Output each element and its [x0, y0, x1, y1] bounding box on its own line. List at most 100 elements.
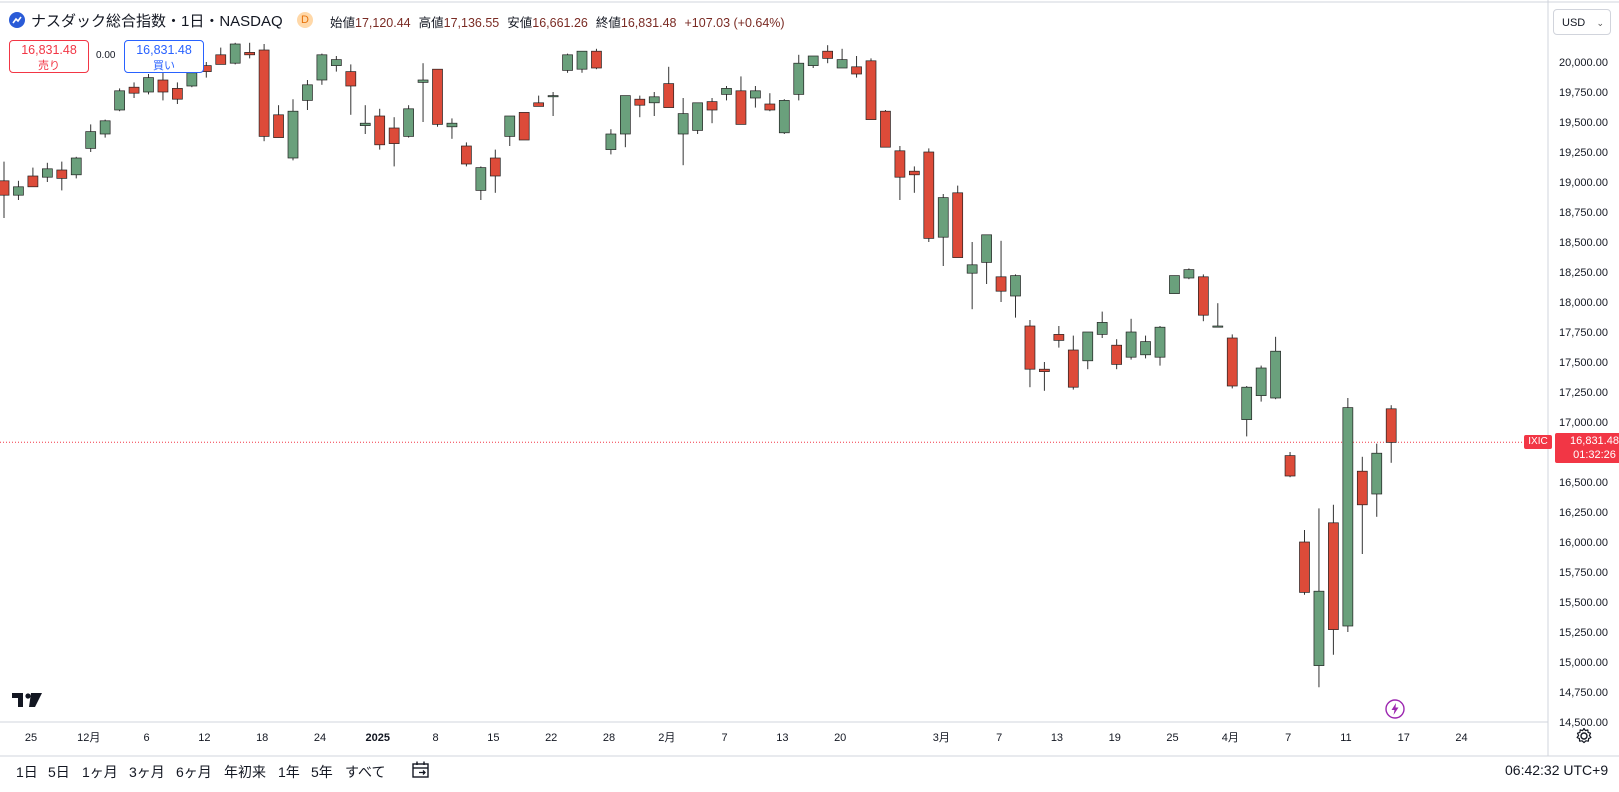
candle-body-down: [345, 71, 357, 87]
candle-body-up: [1010, 275, 1021, 297]
candle: [1342, 398, 1354, 632]
candle-body-up: [331, 59, 342, 66]
candle: [966, 242, 978, 310]
candle: [128, 82, 140, 98]
timeframe-5d[interactable]: 5日: [48, 764, 70, 780]
candle-body-up: [1371, 452, 1383, 495]
ohlc-legend: 始値17,120.44 高値17,136.55 安値16,661.26 終値16,83…: [330, 12, 785, 31]
candle-body-up: [1212, 325, 1224, 328]
candle: [331, 56, 342, 72]
timeframe-1y[interactable]: 1年: [278, 764, 300, 780]
candle: [1053, 326, 1065, 348]
candle-body-up: [981, 234, 992, 263]
timeframe-ytd[interactable]: 年初来: [224, 764, 266, 780]
candle: [1284, 452, 1296, 478]
candle: [143, 74, 154, 95]
timeframe-all[interactable]: すべて: [345, 764, 386, 780]
candle: [273, 105, 284, 138]
candle: [1385, 405, 1397, 463]
candle-body-down: [995, 276, 1007, 292]
candle-body-down: [128, 86, 140, 94]
candle-body-down: [374, 115, 386, 146]
candle-body-down: [908, 170, 920, 176]
candle-body-up: [807, 55, 819, 66]
candle-body-down: [894, 150, 906, 178]
timeframe-1d[interactable]: 1日: [16, 764, 38, 780]
gear-icon[interactable]: [1575, 727, 1593, 745]
candle-body-down: [1067, 349, 1079, 388]
candle-body-down: [533, 102, 545, 107]
candle-body-up: [41, 168, 53, 178]
candle-body-up: [403, 108, 414, 137]
candle: [677, 98, 689, 166]
candle-body-down: [1053, 334, 1065, 341]
candle-body-down: [1299, 541, 1310, 593]
x-tick-label: 25: [25, 732, 37, 744]
timeframe-6m[interactable]: 6ヶ月: [176, 764, 212, 780]
candle-body-down: [1197, 276, 1209, 316]
candle-body-up: [619, 95, 631, 135]
candle: [750, 86, 761, 108]
candle: [880, 110, 891, 148]
candle: [13, 180, 24, 200]
buy-button[interactable]: 16,831.48 買い: [124, 40, 204, 73]
candle-body-down: [1356, 470, 1368, 506]
timeframe-3m[interactable]: 3ヶ月: [129, 764, 165, 780]
candle: [302, 80, 313, 110]
buy-label: 買い: [153, 60, 175, 72]
tradingview-logo-icon[interactable]: [12, 693, 42, 712]
y-tick-label: 18,750.00: [1559, 207, 1608, 219]
candle-body-up: [1140, 341, 1151, 356]
goto-date-icon[interactable]: [410, 759, 432, 781]
candle-body-up: [793, 62, 805, 95]
candle-body-down: [923, 151, 935, 239]
candle: [851, 56, 862, 78]
candle: [692, 102, 703, 134]
candle-body-up: [70, 157, 82, 176]
sell-button[interactable]: 16,831.48 売り: [9, 40, 89, 73]
clock[interactable]: 06:42:32 UTC+9: [1505, 762, 1609, 778]
currency-select[interactable]: USD ⌄: [1553, 9, 1611, 35]
candle-body-down: [634, 98, 646, 106]
candle-body-down: [822, 50, 834, 59]
data-status-badge[interactable]: D: [297, 12, 313, 28]
candle-body-up: [605, 133, 617, 150]
candle-body-up: [316, 54, 328, 81]
symbol-title[interactable]: ナスダック総合指数・1日・NASDAQ: [31, 13, 283, 30]
candle-body-down: [172, 88, 183, 100]
candle-body-down: [1328, 522, 1339, 630]
open-label: 始値: [330, 16, 356, 30]
y-tick-label: 17,000.00: [1559, 417, 1608, 429]
candle: [1039, 362, 1050, 391]
candle: [1356, 456, 1368, 554]
candle-body-up: [114, 90, 125, 111]
candle: [547, 92, 559, 116]
low-value: 16,661.26: [532, 16, 588, 30]
x-tick-label: 7: [996, 732, 1002, 744]
candle: [1169, 275, 1180, 294]
y-tick-label: 19,500.00: [1559, 117, 1608, 129]
candle-body-up: [1241, 386, 1253, 420]
close-label: 終値: [595, 16, 621, 30]
candle: [1140, 335, 1151, 359]
candle-body-down: [244, 52, 255, 56]
sell-price: 16,831.48: [21, 43, 77, 57]
y-tick-label: 18,500.00: [1559, 237, 1608, 249]
flash-icon[interactable]: [1385, 699, 1405, 719]
candle-body-up: [778, 100, 790, 134]
timeframe-1m[interactable]: 1ヶ月: [82, 764, 118, 780]
candle: [952, 185, 964, 258]
candle: [923, 148, 935, 242]
y-tick-label: 18,000.00: [1559, 297, 1608, 309]
candle-body-down: [591, 50, 602, 69]
candle: [1371, 443, 1383, 517]
candle-body-down: [215, 54, 227, 65]
candle: [388, 117, 400, 167]
currency-value: USD: [1562, 17, 1586, 29]
timeframe-5y[interactable]: 5年: [311, 764, 333, 780]
candle-body-down: [952, 192, 964, 258]
candle-body-down: [388, 127, 400, 144]
candle-body-up: [359, 122, 371, 126]
candle: [735, 76, 747, 125]
